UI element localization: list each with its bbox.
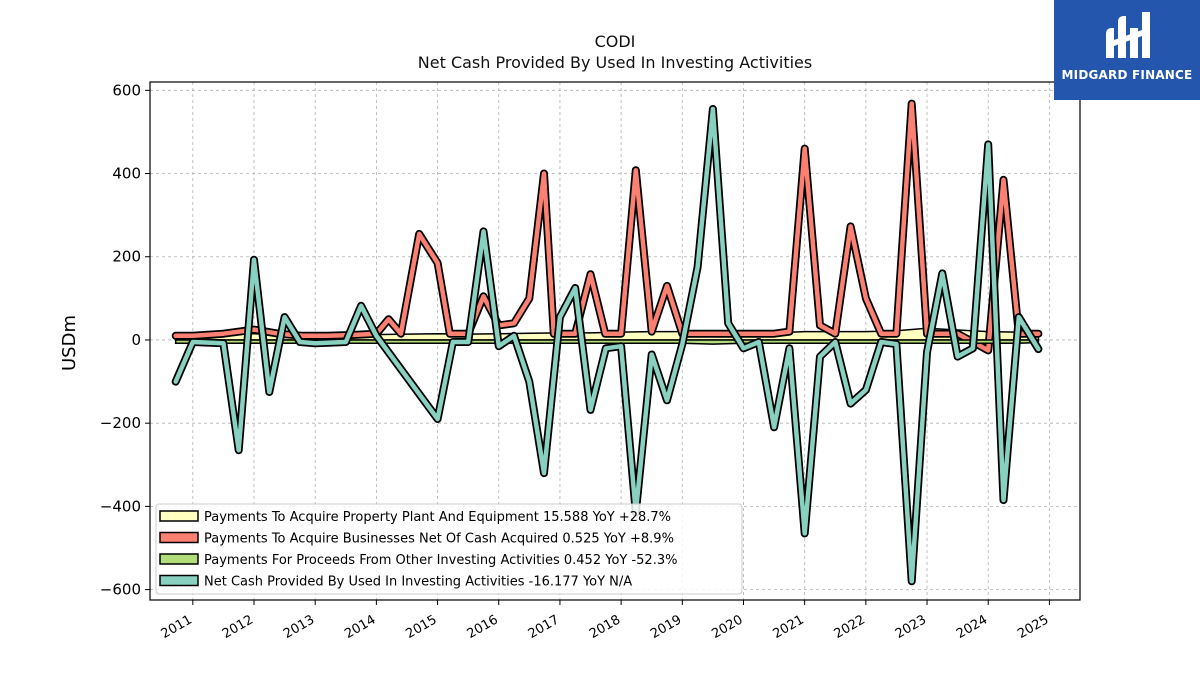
x-tick-label: 2023 xyxy=(893,612,929,642)
x-tick-label: 2014 xyxy=(342,612,378,642)
chart-subtitle: Net Cash Provided By Used In Investing A… xyxy=(418,53,812,72)
y-axis-label: USDm xyxy=(59,315,80,371)
legend-swatch-3 xyxy=(159,574,199,587)
series-line-3 xyxy=(173,106,1041,584)
series-layer xyxy=(171,99,1043,586)
legend: Payments To Acquire Property Plant And E… xyxy=(155,503,743,595)
y-axis: −600 −400 −200 0 200 400 600 xyxy=(100,81,150,599)
x-tick-label: 2016 xyxy=(465,612,501,642)
series-line-1 xyxy=(173,101,1041,353)
logo-mark-icon xyxy=(1106,12,1150,58)
x-tick-label: 2021 xyxy=(771,612,807,642)
y-tick-label: 600 xyxy=(112,81,141,99)
plot-frame xyxy=(149,81,1081,601)
legend-swatch-2 xyxy=(159,553,199,565)
legend-swatch-1 xyxy=(159,531,199,544)
chart-title: CODI xyxy=(595,32,636,51)
y-tick-label: −600 xyxy=(100,581,141,599)
x-tick-label: 2012 xyxy=(220,612,256,642)
x-tick-label: 2015 xyxy=(403,612,439,642)
legend-entry-3: Net Cash Provided By Used In Investing A… xyxy=(204,575,632,590)
y-tick-label: 200 xyxy=(112,248,141,266)
x-tick-label: 2020 xyxy=(709,612,745,642)
logo-text: MIDGARD FINANCE xyxy=(1061,68,1193,82)
x-tick-label: 2024 xyxy=(954,612,990,642)
x-tick-label: 2018 xyxy=(587,612,623,642)
y-tick-label: −200 xyxy=(100,414,141,432)
y-tick-label: 400 xyxy=(112,165,141,183)
legend-entry-2: Payments For Proceeds From Other Investi… xyxy=(204,553,677,568)
legend-box xyxy=(155,503,743,595)
midgard-finance-logo: MIDGARD FINANCE xyxy=(1054,0,1200,100)
x-tick-label: 2017 xyxy=(526,612,562,642)
y-tick-label: 0 xyxy=(131,331,141,349)
x-tick-label: 2022 xyxy=(832,612,868,642)
x-tick-label: 2011 xyxy=(159,612,195,642)
x-tick-label: 2019 xyxy=(648,612,684,642)
x-axis: 2011 2012 2013 2014 2015 2016 2017 2018 2019 2020… xyxy=(159,600,1051,642)
x-tick-label: 2013 xyxy=(281,612,317,642)
legend-entry-0: Payments To Acquire Property Plant And E… xyxy=(204,510,671,525)
legend-swatch-0 xyxy=(159,510,199,522)
legend-entry-1: Payments To Acquire Businesses Net Of Ca… xyxy=(204,532,674,547)
y-tick-label: −400 xyxy=(100,497,141,515)
x-tick-label: 2025 xyxy=(1015,612,1051,642)
